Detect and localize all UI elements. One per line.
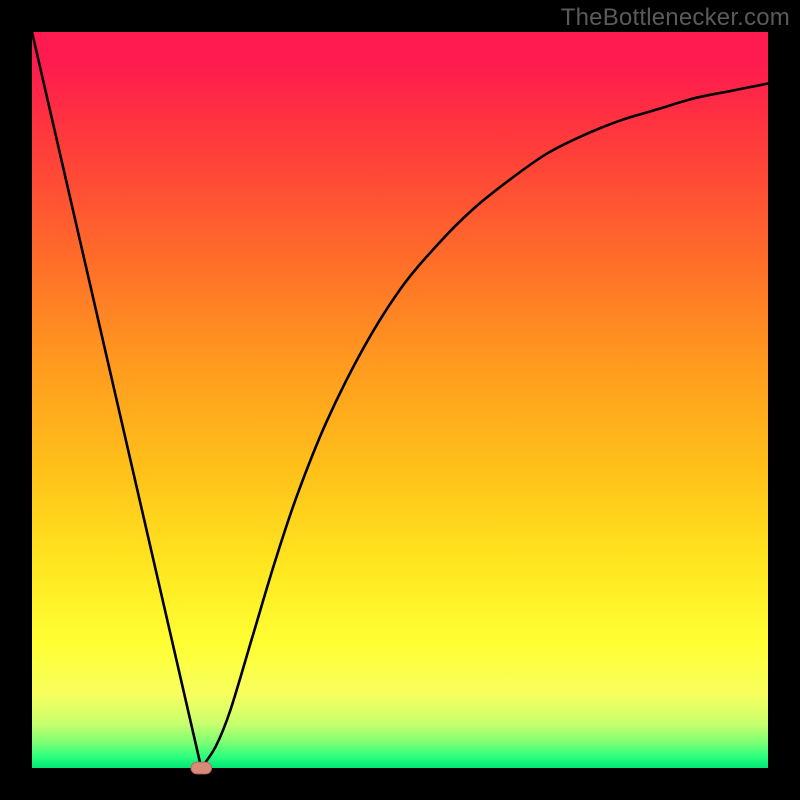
bottleneck-chart	[0, 0, 800, 800]
chart-background	[32, 32, 768, 768]
watermark-text: TheBottlenecker.com	[561, 4, 790, 32]
optimal-point-marker	[191, 762, 212, 774]
chart-container: { "watermark": { "text": "TheBottlenecke…	[0, 0, 800, 800]
